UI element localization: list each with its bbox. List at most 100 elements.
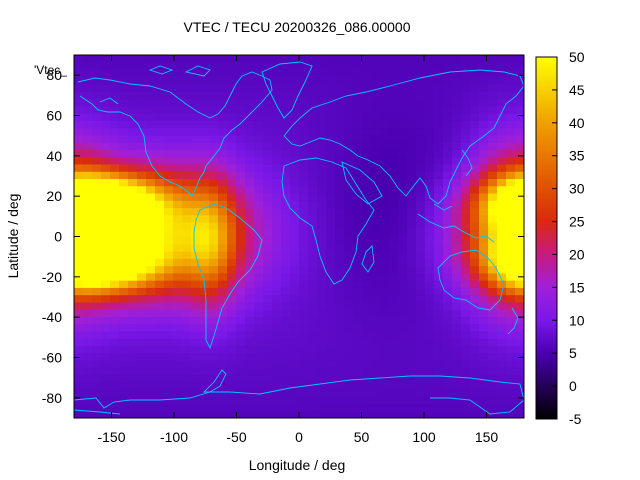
heatmap-cell [353, 374, 363, 383]
heatmap-cell [488, 381, 498, 390]
heatmap-cell [497, 221, 507, 230]
heatmap-cell [182, 374, 192, 383]
heatmap-cell [461, 410, 471, 418]
heatmap-cell [506, 280, 516, 288]
heatmap-cell [317, 294, 327, 303]
heatmap-cell [137, 251, 147, 259]
heatmap-cell [83, 280, 93, 288]
heatmap-cell [398, 149, 408, 158]
heatmap-cell [470, 388, 480, 397]
heatmap-cell [452, 113, 462, 121]
heatmap-cell [326, 163, 336, 172]
heatmap-cell [515, 323, 524, 332]
heatmap-cell [371, 200, 381, 209]
heatmap-cell [128, 221, 138, 230]
heatmap-cell [470, 171, 480, 180]
heatmap-cell [236, 280, 246, 288]
heatmap-cell [119, 149, 129, 158]
heatmap-cell [119, 388, 129, 397]
heatmap-cell [200, 127, 210, 136]
heatmap-cell [92, 84, 102, 92]
heatmap-cell [137, 221, 147, 230]
heatmap-cell [263, 243, 273, 252]
heatmap-cell [434, 185, 444, 194]
heatmap-cell [443, 294, 453, 303]
heatmap-cell [308, 338, 318, 346]
heatmap-cell [335, 142, 345, 150]
heatmap-cell [155, 243, 165, 252]
heatmap-cell [272, 127, 282, 136]
heatmap-cell [200, 62, 210, 71]
heatmap-cell [524, 244, 534, 252]
heatmap-cell [83, 345, 93, 354]
heatmap-cell [83, 192, 93, 201]
heatmap-cell [452, 301, 462, 310]
heatmap-cell [344, 171, 354, 180]
heatmap-cell [209, 69, 219, 78]
heatmap-cell [236, 200, 246, 209]
heatmap-cell [488, 62, 498, 71]
heatmap-cell [101, 309, 111, 317]
heatmap-cell [281, 287, 291, 296]
heatmap-cell [74, 69, 84, 78]
x-tick-label: 50 [354, 429, 370, 445]
heatmap-cell [515, 367, 524, 376]
heatmap-cell [281, 396, 291, 405]
heatmap-cell [182, 98, 192, 107]
heatmap-cell [281, 229, 291, 238]
heatmap-cell [497, 120, 507, 129]
heatmap-cell [245, 323, 255, 332]
heatmap-cell [362, 388, 372, 397]
heatmap-cell [317, 127, 327, 136]
heatmap-cell [227, 309, 237, 317]
heatmap-cell [353, 352, 363, 361]
heatmap-cell [128, 127, 138, 136]
heatmap-cell [200, 200, 210, 209]
heatmap-cell [425, 359, 435, 368]
heatmap-cell [200, 410, 210, 418]
heatmap-cell [209, 149, 219, 158]
heatmap-cell [245, 91, 255, 100]
heatmap-cell [146, 410, 156, 418]
heatmap-cell [290, 69, 300, 78]
y-tick-label: -60 [42, 350, 62, 366]
heatmap-cell [497, 374, 507, 383]
heatmap-cell [290, 309, 300, 317]
heatmap-cell [263, 76, 273, 85]
heatmap-cell [164, 236, 174, 245]
heatmap-cell [308, 149, 318, 158]
heatmap-cell [209, 171, 219, 180]
heatmap-cell [254, 76, 264, 85]
heatmap-cell [209, 381, 219, 390]
heatmap-cell [263, 120, 273, 129]
heatmap-cell [281, 388, 291, 397]
heatmap-cell [272, 280, 282, 288]
heatmap-cell [254, 221, 264, 230]
heatmap-cell [389, 69, 399, 78]
heatmap-cell [299, 185, 309, 194]
heatmap-cell [515, 236, 524, 245]
heatmap-cell [128, 236, 138, 245]
heatmap-cell [299, 272, 309, 281]
heatmap-cell [398, 229, 408, 238]
heatmap-cell [326, 84, 336, 92]
heatmap-cell [146, 156, 156, 165]
heatmap-cell [425, 214, 435, 223]
heatmap-cell [470, 265, 480, 274]
heatmap-cell [92, 403, 102, 412]
heatmap-cell [452, 127, 462, 136]
heatmap-cell [515, 301, 524, 310]
heatmap-cell [308, 91, 318, 100]
heatmap-cell [308, 200, 318, 209]
heatmap-cell [335, 287, 345, 296]
heatmap-cell [290, 221, 300, 230]
heatmap-cell [326, 76, 336, 85]
heatmap-cell [416, 134, 426, 143]
heatmap-cell [443, 98, 453, 107]
heatmap-cell [416, 410, 426, 418]
heatmap-cell [272, 359, 282, 368]
heatmap-cell [416, 171, 426, 180]
heatmap-cell [443, 229, 453, 238]
heatmap-cell [83, 388, 93, 397]
heatmap-cell [425, 309, 435, 317]
